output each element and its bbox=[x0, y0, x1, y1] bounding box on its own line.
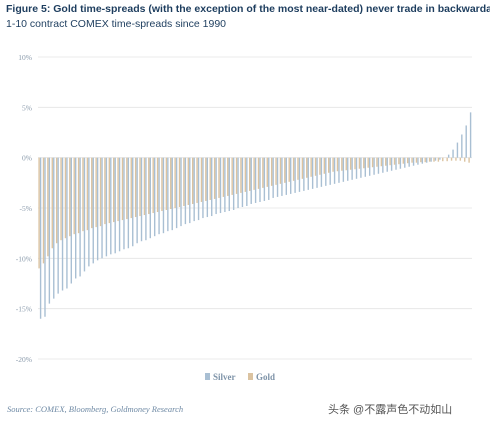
y-tick-label: 5% bbox=[22, 103, 32, 112]
bars bbox=[38, 112, 472, 319]
y-axis-ticks: 10% 5% 0% -5% -10% -15% -20% bbox=[16, 53, 32, 364]
gridlines bbox=[38, 56, 472, 360]
legend: Silver Gold bbox=[205, 372, 275, 382]
y-tick-label: -15% bbox=[16, 305, 32, 314]
y-tick-label: -5% bbox=[20, 204, 33, 213]
silver-legend-label: Silver bbox=[213, 372, 236, 382]
y-tick-label: -10% bbox=[16, 254, 32, 263]
silver-legend-swatch bbox=[205, 373, 210, 380]
chart-subtitle: 1-10 contract COMEX time-spreads since 1… bbox=[6, 18, 227, 30]
chart-title: Figure 5: Gold time-spreads (with the ex… bbox=[6, 3, 490, 15]
gold-legend-label: Gold bbox=[256, 372, 275, 382]
gold-legend-swatch bbox=[248, 373, 253, 380]
watermark: 头条 @不露声色不动如山 bbox=[328, 404, 453, 416]
y-tick-label: 10% bbox=[18, 53, 32, 62]
y-tick-label: -20% bbox=[16, 355, 32, 364]
y-tick-label: 0% bbox=[22, 154, 32, 163]
source-note: Source: COMEX, Bloomberg, Goldmoney Rese… bbox=[7, 404, 184, 414]
